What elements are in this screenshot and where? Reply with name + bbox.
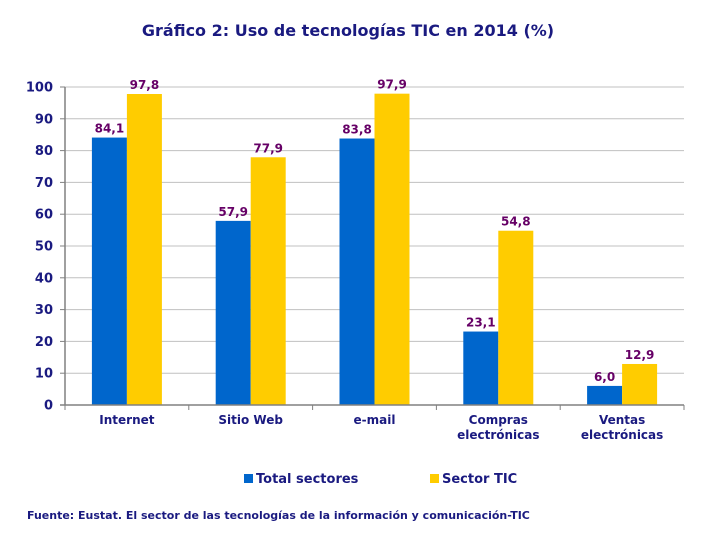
y-tick-label: 10 — [35, 367, 53, 382]
data-label: 57,9 — [218, 205, 248, 219]
y-tick-label: 60 — [35, 208, 53, 223]
bar — [250, 157, 286, 405]
data-label: 97,9 — [377, 78, 407, 92]
bar — [587, 385, 623, 405]
y-tick-label: 100 — [26, 81, 53, 96]
bar — [126, 93, 162, 405]
y-tick-label: 40 — [35, 271, 53, 286]
y-tick-label: 90 — [35, 112, 53, 127]
data-label: 54,8 — [501, 215, 531, 229]
legend-label: Total sectores — [256, 472, 359, 487]
legend-label: Sector TIC — [442, 472, 517, 487]
bar — [374, 93, 410, 405]
bar — [498, 230, 534, 405]
data-label: 12,9 — [625, 348, 655, 362]
bar — [215, 220, 251, 405]
x-tick-label: Compras — [469, 413, 528, 427]
data-label: 83,8 — [342, 123, 372, 137]
bar — [339, 138, 375, 406]
data-label: 23,1 — [466, 316, 496, 330]
y-tick-label: 0 — [44, 399, 53, 414]
y-tick-label: 30 — [35, 303, 53, 318]
data-label: 6,0 — [594, 370, 615, 384]
legend-swatch — [430, 474, 439, 483]
x-tick-label: Ventas — [599, 413, 645, 427]
data-label: 97,8 — [130, 78, 160, 92]
x-tick-label: e-mail — [354, 413, 396, 427]
y-tick-label: 20 — [35, 335, 53, 350]
x-tick-label: electrónicas — [457, 428, 539, 442]
x-tick-label: Sitio Web — [218, 413, 283, 427]
x-tick-label: Internet — [99, 413, 154, 427]
bar — [622, 363, 658, 405]
y-tick-label: 70 — [35, 176, 53, 191]
legend-swatch — [244, 474, 253, 483]
y-tick-label: 80 — [35, 144, 53, 159]
data-label: 77,9 — [253, 141, 283, 155]
data-label: 84,1 — [95, 122, 125, 136]
bar — [91, 137, 127, 405]
x-tick-label: electrónicas — [581, 428, 663, 442]
chart-title: Gráfico 2: Uso de tecnologías TIC en 201… — [142, 21, 554, 40]
source-note: Fuente: Eustat. El sector de las tecnolo… — [27, 509, 530, 522]
y-tick-label: 50 — [35, 240, 53, 255]
bar — [463, 331, 499, 405]
